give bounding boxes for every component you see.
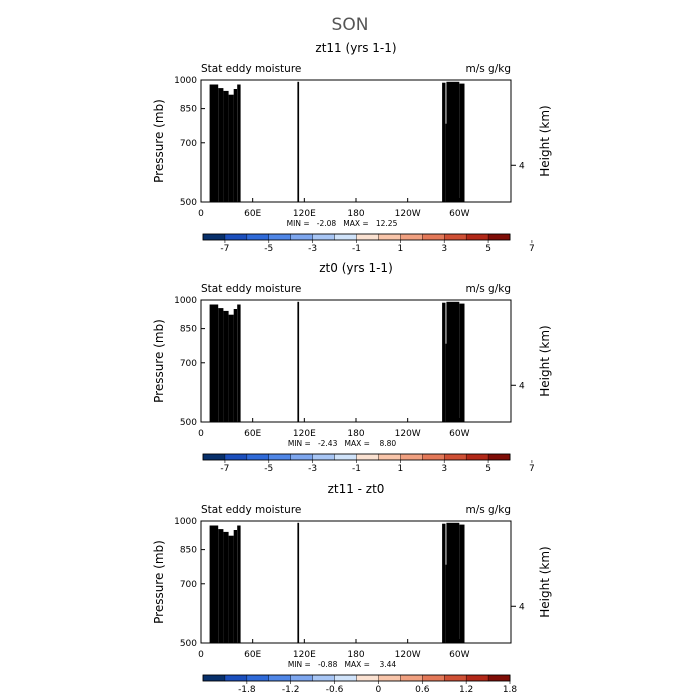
panel-left-label: Stat eddy moisture	[201, 63, 301, 75]
panel-title: zt11 (yrs 1-1)	[315, 41, 396, 55]
terrain-bar	[446, 81, 460, 202]
terrain-bar	[223, 90, 229, 202]
terrain-bar	[442, 82, 446, 202]
terrain-bar	[233, 89, 238, 202]
panel-1: zt11 (yrs 1-1) Stat eddy moisture m/s g/kg…	[152, 41, 552, 254]
terrain-bar	[459, 83, 465, 202]
y-tick-label: 500	[180, 198, 197, 208]
terrain-bar	[218, 88, 224, 202]
x-tick-label: 60W	[449, 209, 469, 219]
x-tick-label: 0	[198, 209, 204, 219]
y-tick-label: 700	[180, 139, 197, 149]
y-tick-label: 850	[180, 105, 197, 115]
x-tick-label: 180	[347, 209, 364, 219]
panel-right-label: m/s g/kg	[465, 63, 511, 75]
terrain-bar	[209, 84, 219, 202]
x-tick-label: 120E	[293, 209, 316, 219]
terrain-bar	[228, 94, 234, 202]
x-tick-label: 120W	[395, 209, 421, 219]
x-tick-label: 60E	[244, 209, 261, 219]
terrain-spike	[445, 123, 448, 202]
terrain-bar	[237, 84, 241, 202]
terrain-bar	[297, 81, 300, 202]
panels: zt11 (yrs 1-1) Stat eddy moisture m/s g/kg…	[152, 41, 552, 695]
figure-suptitle: SON	[332, 15, 369, 35]
terrain-mask	[209, 81, 465, 202]
